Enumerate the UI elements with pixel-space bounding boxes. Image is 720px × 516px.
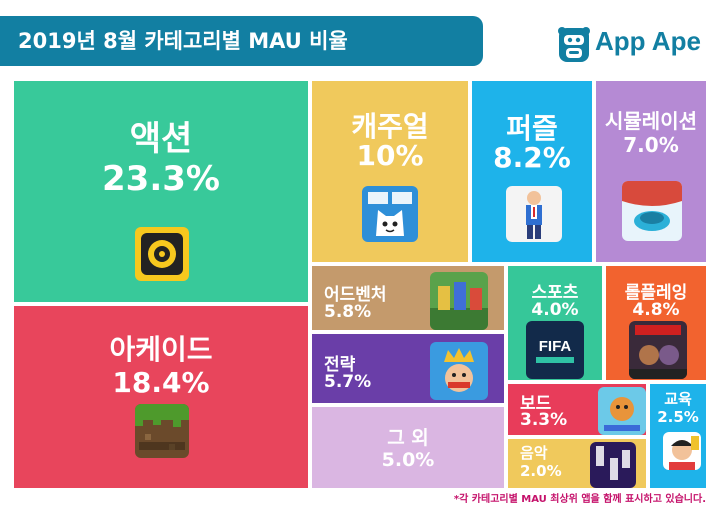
category-percent: 4.0% [531, 300, 579, 320]
category-name: 액션 [129, 119, 193, 159]
category-name: 음악 [520, 444, 548, 462]
tile-10: 교육 2.5% [648, 382, 708, 490]
ape-face-icon [558, 27, 590, 62]
category-name: 스포츠 [531, 283, 579, 303]
category-percent: 5.0% [381, 449, 435, 471]
category-percent: 8.2% [493, 141, 571, 174]
category-percent: 5.8% [324, 302, 372, 322]
category-percent: 23.3% [102, 159, 220, 199]
tile-8: 전략 5.7% [310, 332, 506, 405]
clash-royale-icon [430, 342, 488, 400]
tile-7: 롤플레잉 4.8% [604, 264, 708, 382]
tile-3: 퍼즐 8.2% [470, 79, 594, 264]
tile-0: 액션 23.3% [12, 79, 310, 304]
category-name: 퍼즐 [506, 112, 558, 145]
fifa-icon: FIFA [526, 321, 584, 379]
category-percent: 10% [356, 139, 424, 172]
tile-4: 시뮬레이션 7.0% [594, 79, 708, 264]
tile-5: 어드벤처 5.8% [310, 264, 506, 332]
category-name: 전략 [324, 355, 356, 375]
category-name: 시뮬레이션 [605, 109, 697, 133]
music-tiles-icon [590, 442, 636, 488]
footnote: *각 카테고리별 MAU 최상위 앱을 함께 표시하고 있습니다. [453, 494, 706, 505]
category-percent: 2.5% [657, 408, 699, 426]
category-name: 어드벤처 [324, 285, 387, 305]
marvel-icon [629, 321, 687, 379]
app-ape-logo: App Ape [557, 22, 707, 66]
chart-title: 2019년 8월 카테고리별 MAU 비율 [18, 29, 348, 53]
tile-2: 캐주얼 10% [310, 79, 470, 264]
category-name: 교육 [664, 390, 692, 408]
logo-text: App Ape [595, 26, 701, 56]
category-percent: 18.4% [112, 366, 210, 399]
education-icon [663, 432, 701, 470]
tile-12: 음악 2.0% [506, 437, 648, 490]
category-treemap: 액션 23.3% 아케이드 18.4% 캐주얼 10% 퍼즐 8.2% 시뮬레이션 7.0% 어드벤… [12, 79, 708, 490]
cat-game-icon [362, 186, 418, 242]
minecraft-icon [135, 404, 189, 458]
svg-text:FIFA: FIFA [539, 338, 572, 355]
category-name: 보드 [520, 394, 552, 414]
category-name: 롤플레잉 [624, 283, 688, 303]
category-name: 그 외 [387, 427, 429, 449]
category-percent: 5.7% [324, 372, 372, 392]
brawl-stars-icon [135, 227, 189, 281]
tile-11: 그 외 5.0% [310, 405, 506, 490]
title-banner: 2019년 8월 카테고리별 MAU 비율 [0, 16, 483, 66]
curling-icon [622, 181, 682, 241]
category-percent: 3.3% [520, 410, 568, 430]
tile-1: 아케이드 18.4% [12, 304, 310, 490]
tile-9: 보드 3.3% [506, 382, 648, 437]
category-percent: 2.0% [520, 462, 562, 480]
category-name: 아케이드 [109, 333, 213, 366]
category-percent: 7.0% [623, 133, 679, 157]
tile-6: 스포츠 4.0% FIFA [506, 264, 604, 382]
category-name: 캐주얼 [351, 110, 429, 143]
puzzle-man-icon [506, 186, 562, 242]
roblox-icon [430, 272, 488, 330]
board-game-icon [598, 387, 646, 435]
category-percent: 4.8% [632, 300, 680, 320]
